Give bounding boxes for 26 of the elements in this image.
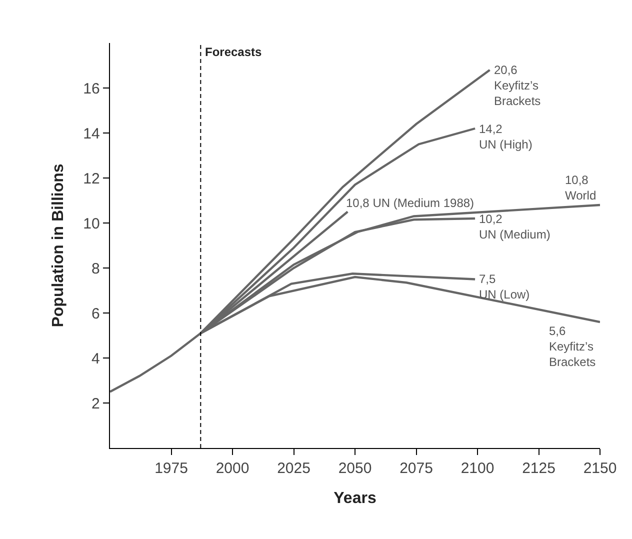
y-tick-label: 4 [92,350,100,368]
y-tick-label: 6 [92,305,100,322]
ref-line-label: Forecasts [205,45,262,59]
annotation: 5,6 Keyfitz’s Brackets [549,324,596,370]
x-tick-label: 2100 [460,460,494,478]
x-tick-label: 1975 [154,460,188,478]
y-tick-label: 16 [83,80,100,98]
x-axis-title: Years [334,490,376,507]
y-axis-title: Population in Billions [50,164,68,328]
x-tick-label: 2050 [338,460,372,478]
x-tick-label: 2025 [277,460,310,478]
x-tick-label: 2150 [583,460,617,478]
annotation: 10,8 World [565,173,596,203]
x-tick-label: 2000 [216,460,250,478]
annotation: 7,5 UN (Low) [479,272,530,302]
y-tick-label: 14 [83,125,100,142]
y-tick-label: 10 [83,215,100,232]
annotation: 14,2 UN (High) [479,122,532,152]
annotation: 10,8 UN (Medium 1988) [346,196,474,210]
annotation: 10,2 UN (Medium) [479,212,550,242]
y-tick-label: 2 [92,395,100,412]
y-tick-label: 12 [83,170,100,188]
x-tick-label: 2125 [522,460,556,478]
annotation: 20,6 Keyfitz’s Brackets [494,63,541,108]
y-tick-label: 8 [92,260,100,278]
x-tick-label: 2075 [400,460,433,478]
